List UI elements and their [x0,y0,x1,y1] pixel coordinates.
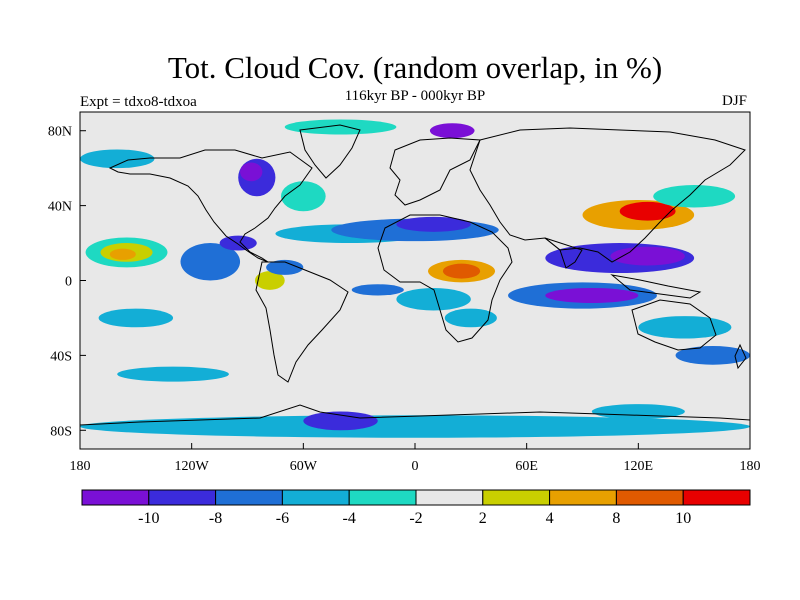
anomaly-patch-18 [444,308,497,328]
colorbar-label: -2 [409,510,422,527]
colorbar-swatch [482,489,551,506]
anomaly-patch-29 [429,123,475,139]
x-tick-label: 180 [740,459,761,474]
anomaly-patch-35 [117,366,229,382]
anomaly-field [80,119,750,438]
colorbar-label: -10 [138,510,159,527]
coastline-india [544,237,583,269]
anomaly-patch-2 [109,248,136,260]
colorbar-swatch [81,489,150,506]
anomaly-patch-3 [98,308,174,328]
x-tick-label: 180 [70,459,91,474]
x-tick-label: 0 [412,459,419,474]
x-tick-label: 60W [290,459,318,474]
y-tick-label: 40N [48,200,72,215]
colorbar-label: 4 [546,510,554,527]
y-tick-label: 0 [65,275,72,290]
y-tick-label: 80S [50,424,72,439]
coastline-europe [389,137,481,206]
y-tick-label: 80N [48,125,72,140]
x-tick-label: 60E [515,459,538,474]
colorbar: -10 -8 -6 -4 -2 2 4 8 10 [81,489,751,527]
coastlines [80,124,750,426]
anomaly-patch-16 [442,263,481,279]
colorbar-swatch [682,489,751,506]
anomaly-patch-27 [675,346,750,365]
colorbar-swatch [148,489,217,506]
experiment-label: Expt = tdxo8-tdxoa [80,94,197,110]
y-tick-label: 40S [50,349,72,364]
colorbar-label: 2 [479,510,487,527]
anomaly-patch-17 [396,287,471,311]
anomaly-patch-12 [254,271,285,290]
colorbar-swatch [415,489,484,506]
coastline-australia [631,299,717,351]
coastline-south-america [255,261,349,383]
colorbar-swatch [615,489,684,506]
anomaly-patch-25 [653,185,736,208]
plot-subtitle: 116kyr BP - 000kyr BP [344,88,486,104]
colorbar-swatch [348,489,417,506]
anomaly-patch-26 [638,316,732,339]
anomaly-patch-11 [396,216,471,232]
colorbar-swatch [549,489,617,506]
colorbar-label: -8 [209,510,222,527]
coastline-asia [469,127,746,263]
anomaly-patch-24 [619,201,676,221]
coastline-greenland [299,124,361,179]
anomaly-patch-30 [284,119,397,135]
season-label: DJF [722,93,748,109]
anomaly-patch-13 [266,259,304,275]
anomaly-patch-4 [180,243,241,281]
colorbar-label: 8 [612,510,620,527]
coastline-north-america [108,149,313,263]
colorbar-swatch [281,489,350,506]
anomaly-patch-33 [303,411,378,431]
coastline-new-zealand [734,343,747,370]
x-axis: 180 120W 60W 0 60E 120E 180 [70,443,761,474]
anomaly-patch-8 [281,181,326,212]
anomaly-patch-34 [591,404,685,420]
anomaly-patch-31 [80,149,155,169]
y-axis: 80N 40N 0 40S 80S [48,125,86,439]
x-tick-label: 120W [175,459,210,474]
colorbar-label: -4 [343,510,356,527]
x-tick-label: 120E [624,459,654,474]
colorbar-label: 10 [675,510,691,527]
coastline-antarctica [80,404,750,426]
anomaly-patch-20 [545,287,639,303]
map-background [80,112,750,449]
coastline-africa [377,214,513,343]
anomaly-patch-22 [610,246,685,266]
anomaly-patch-7 [240,162,263,182]
anomaly-patch-32 [80,415,750,438]
anomaly-patch-28 [433,140,546,159]
coastline-indonesia [610,274,702,299]
colorbar-label: -6 [276,510,289,527]
anomaly-patch-5 [219,235,257,251]
anomaly-patch-14 [351,284,404,296]
colorbar-swatch [215,489,283,506]
plot-title: Tot. Cloud Cov. (random overlap, in %) [167,50,663,85]
